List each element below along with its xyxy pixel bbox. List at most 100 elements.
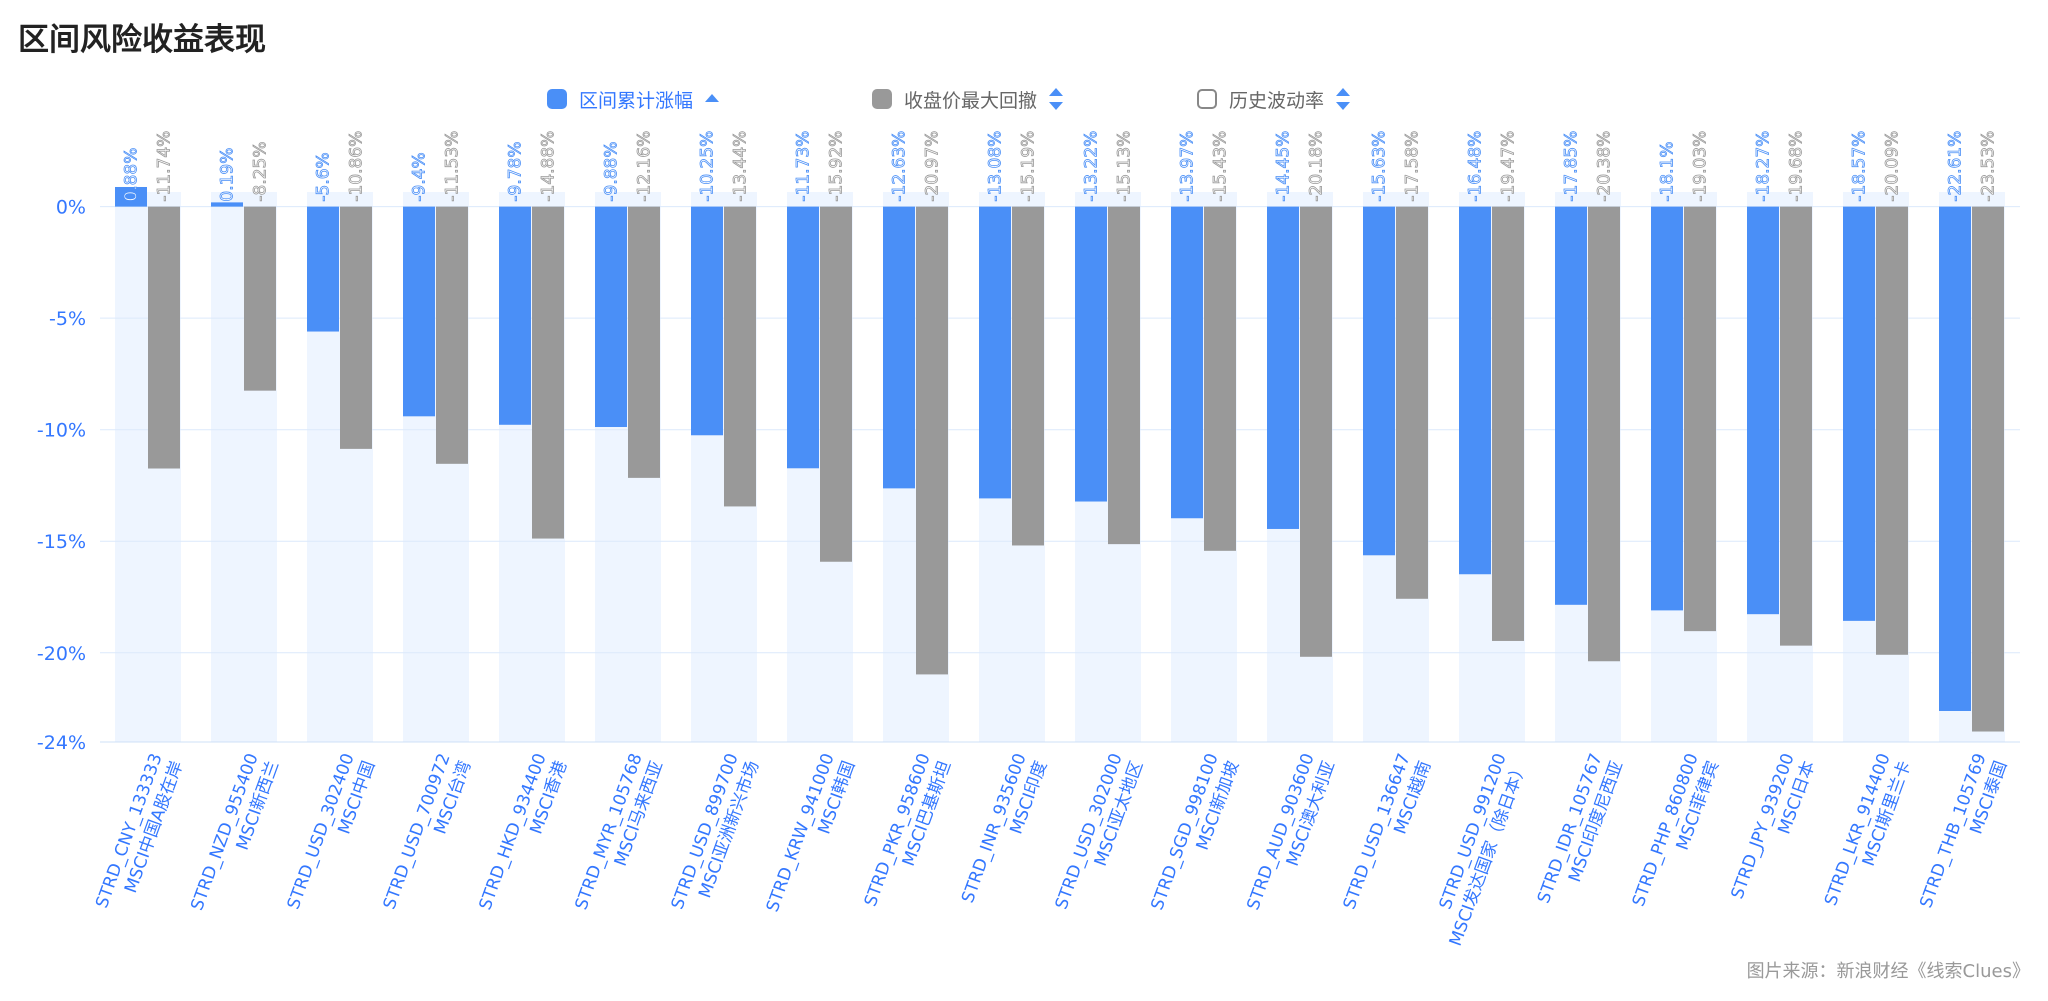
data-label: -18.27% bbox=[1754, 131, 1774, 202]
bar-drawdown bbox=[1588, 206, 1620, 662]
bar-return bbox=[979, 206, 1011, 499]
bar-drawdown bbox=[1012, 206, 1044, 546]
bar-drawdown bbox=[1492, 206, 1524, 641]
x-tick-label: STRD_USD_899700MSCI亚洲新兴市场 bbox=[668, 751, 764, 920]
data-label: -19.68% bbox=[1787, 131, 1807, 202]
legend-label: 历史波动率 bbox=[1229, 89, 1325, 112]
x-tick-label: STRD_USD_302400MSCI中国 bbox=[284, 751, 380, 920]
data-label: -19.47% bbox=[1499, 131, 1519, 202]
legend-label: 区间累计涨幅 bbox=[579, 89, 694, 112]
y-tick-label: -24% bbox=[37, 732, 86, 754]
data-label: -14.88% bbox=[539, 131, 559, 202]
data-label: -11.74% bbox=[155, 131, 175, 202]
bar-drawdown bbox=[1108, 206, 1140, 545]
bar-return bbox=[1555, 206, 1587, 605]
data-label: -20.18% bbox=[1307, 131, 1327, 202]
bar-return bbox=[1939, 206, 1971, 711]
bar-return bbox=[211, 202, 243, 207]
x-tick-label: STRD_THB_105769MSCI泰国 bbox=[1916, 751, 2011, 918]
bar-return bbox=[499, 206, 531, 425]
page-title: 区间风险收益表现 bbox=[18, 22, 266, 58]
x-tick-label: STRD_PKR_958600MSCI巴基斯坦 bbox=[861, 751, 956, 917]
data-label: -5.6% bbox=[314, 152, 334, 201]
bar-return bbox=[691, 206, 723, 436]
y-tick-label: 0% bbox=[56, 197, 86, 219]
bar-return bbox=[1459, 206, 1491, 575]
x-tick-label: STRD_HKD_934400MSCI香港 bbox=[475, 751, 571, 920]
data-label: -15.13% bbox=[1115, 131, 1135, 202]
data-label: -20.97% bbox=[923, 131, 943, 202]
legend-item-volatility[interactable]: 历史波动率 bbox=[1197, 84, 1351, 114]
legend-item-cumulative-return[interactable]: 区间累计涨幅 bbox=[547, 84, 720, 114]
data-label: -16.48% bbox=[1466, 131, 1486, 202]
bar-return bbox=[1843, 206, 1875, 621]
bar-drawdown bbox=[724, 206, 756, 507]
data-label: -22.61% bbox=[1946, 131, 1966, 202]
data-label: -15.63% bbox=[1370, 131, 1390, 202]
bar-return bbox=[883, 206, 915, 489]
y-tick-label: -20% bbox=[37, 643, 86, 665]
bar-drawdown bbox=[1876, 206, 1908, 655]
bar-return bbox=[307, 206, 339, 332]
data-label: -17.85% bbox=[1562, 131, 1582, 202]
bar-return bbox=[115, 186, 147, 207]
data-label: -8.25% bbox=[251, 141, 271, 201]
sort-asc-icon[interactable] bbox=[705, 87, 720, 111]
data-label: -13.44% bbox=[731, 131, 751, 202]
bar-return bbox=[1747, 206, 1779, 615]
bar-drawdown bbox=[1780, 206, 1812, 646]
bar-drawdown bbox=[436, 206, 468, 464]
bar-drawdown bbox=[820, 206, 852, 562]
x-tick-label: STRD_KRW_941000MSCI韩国 bbox=[763, 751, 860, 922]
data-label: -18.1% bbox=[1658, 141, 1678, 201]
data-label: -19.03% bbox=[1691, 131, 1711, 202]
x-tick-label: STRD_CNY_133333MSCI中国A股在岸 bbox=[92, 751, 187, 918]
legend-label: 收盘价最大回撤 bbox=[904, 89, 1038, 112]
sort-both-icon[interactable] bbox=[1336, 87, 1351, 111]
data-label: 0.88% bbox=[122, 148, 142, 202]
bar-drawdown bbox=[244, 206, 276, 391]
x-tick-label: STRD_USD_991200MSCI发达国家（除日本） bbox=[1425, 751, 1531, 949]
data-label: -9.78% bbox=[506, 141, 526, 201]
data-label: -10.25% bbox=[698, 131, 718, 202]
data-label: -23.53% bbox=[1979, 131, 1999, 202]
data-label: -9.4% bbox=[410, 152, 430, 201]
x-tick-label: STRD_SGD_998100MSCI新加坡 bbox=[1147, 751, 1243, 920]
data-label: -15.92% bbox=[827, 131, 847, 202]
legend-item-max-drawdown[interactable]: 收盘价最大回撤 bbox=[872, 84, 1064, 114]
x-tick-label: STRD_INR_935600MSCI印度 bbox=[958, 751, 1051, 913]
data-label: -13.22% bbox=[1082, 131, 1102, 202]
bar-drawdown bbox=[1300, 206, 1332, 657]
data-label: -15.43% bbox=[1211, 131, 1231, 202]
bar-drawdown bbox=[532, 206, 564, 539]
bar-return bbox=[403, 206, 435, 417]
x-tick-label: STRD_USD_136647MSCI越南 bbox=[1340, 751, 1436, 920]
x-tick-label: STRD_IDR_105767MSCI印度尼西亚 bbox=[1534, 751, 1627, 914]
y-tick-label: -5% bbox=[49, 308, 86, 330]
legend-swatch-empty bbox=[1197, 89, 1217, 109]
data-label: -11.53% bbox=[443, 131, 463, 202]
data-label: -13.97% bbox=[1178, 131, 1198, 202]
data-label: -12.63% bbox=[890, 131, 910, 202]
sort-both-icon[interactable] bbox=[1049, 87, 1064, 111]
data-label: -20.38% bbox=[1595, 131, 1615, 202]
x-tick-label: STRD_AUD_903600MSCI澳大利亚 bbox=[1243, 751, 1339, 921]
data-label: -15.19% bbox=[1019, 131, 1039, 202]
x-tick-label: STRD_NZD_955400MSCI新西兰 bbox=[187, 751, 283, 921]
x-tick-label: STRD_JPY_939200MSCI日本 bbox=[1727, 751, 1819, 909]
bar-drawdown bbox=[916, 206, 948, 675]
data-label: -11.73% bbox=[794, 131, 814, 202]
bar-drawdown bbox=[1204, 206, 1236, 551]
data-label: -9.88% bbox=[602, 141, 622, 201]
bar-return bbox=[1075, 206, 1107, 502]
source-footer: 图片来源：新浪财经《线索Clues》 bbox=[1746, 961, 2030, 982]
bar-return bbox=[1171, 206, 1203, 519]
bar-drawdown bbox=[1396, 206, 1428, 599]
x-tick-label: STRD_MYR_105768MSCI马来西亚 bbox=[572, 751, 668, 920]
bar-drawdown bbox=[1972, 206, 2004, 732]
data-label: -17.58% bbox=[1403, 131, 1423, 202]
data-label: -18.57% bbox=[1850, 131, 1870, 202]
bar-return bbox=[1267, 206, 1299, 529]
bar-drawdown bbox=[148, 206, 180, 469]
